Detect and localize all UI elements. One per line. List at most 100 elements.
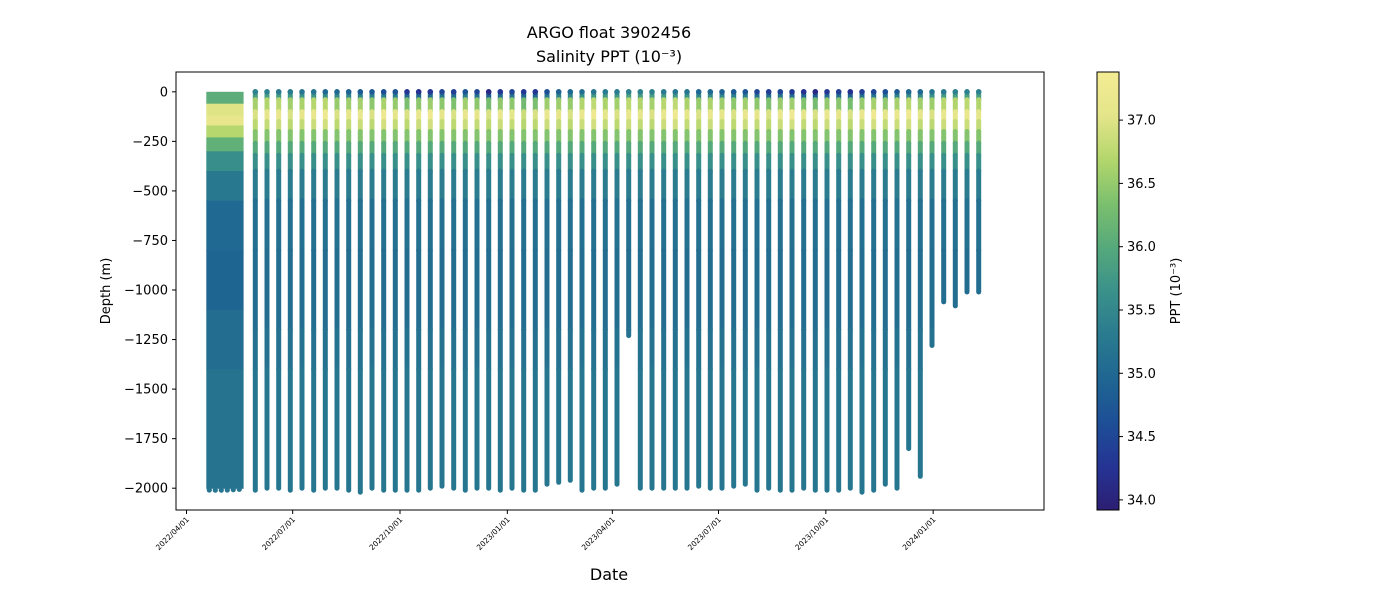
profile (882, 89, 889, 487)
profile (777, 89, 784, 493)
dense-profile-segment (206, 200, 244, 251)
profile (544, 89, 550, 487)
colorbar-tick-label: 35.5 (1127, 303, 1156, 318)
dense-profile-segment (206, 369, 244, 489)
x-tick-label: 2023/01/01 (475, 515, 512, 552)
dense-profile-segment (206, 151, 244, 172)
dense-profile-segment (206, 137, 244, 152)
profile-surface-point (964, 89, 970, 95)
y-tick-label: −2000 (124, 482, 168, 497)
profile-surface-point (485, 89, 492, 95)
x-tick-label: 2024/01/01 (901, 515, 938, 552)
profile (462, 89, 469, 493)
profile-surface-point (637, 89, 644, 95)
profile-surface-point (789, 89, 795, 95)
profile (800, 89, 807, 491)
profile (345, 89, 352, 493)
profile-surface-point (952, 89, 959, 95)
dense-profile-segment (206, 250, 244, 311)
profile-surface-point (299, 89, 305, 95)
profile-surface-point (824, 89, 830, 95)
profile-surface-point (614, 89, 620, 95)
y-tick-label: −500 (132, 184, 168, 199)
profile-surface-point (310, 89, 317, 95)
dense-profile-bottom-point (230, 487, 236, 493)
profile-surface-point (975, 89, 982, 95)
profile (964, 89, 970, 295)
profile-surface-point (520, 89, 527, 95)
profile-surface-point (392, 89, 399, 95)
profile-surface-point (532, 89, 539, 95)
profile-surface-point (415, 89, 422, 95)
dense-profile-bottom-point (224, 487, 230, 493)
profile-surface-point (882, 89, 889, 95)
profile (275, 89, 282, 491)
profile (742, 89, 749, 487)
colorbar (1096, 71, 1120, 511)
profile-surface-point (684, 89, 690, 95)
profile-surface-point (754, 89, 760, 95)
y-tick-label: −750 (132, 234, 168, 249)
profile-surface-point (345, 89, 352, 95)
profile (392, 89, 399, 493)
colorbar-tick-label: 36.5 (1127, 177, 1156, 192)
profile (952, 89, 959, 309)
profile-surface-point (252, 89, 259, 95)
profile (824, 89, 830, 493)
y-tick-label: 0 (160, 85, 168, 100)
profile-surface-point (555, 89, 562, 95)
profile-surface-point (590, 89, 597, 95)
profile-surface-point (742, 89, 749, 95)
profile-surface-point (544, 89, 550, 95)
profile-surface-point (497, 89, 504, 95)
profile-surface-point (859, 89, 865, 95)
y-tick-label: −1500 (124, 383, 168, 398)
dense-profile-bottom-point (212, 487, 218, 493)
profile-surface-point (450, 89, 457, 95)
profile (579, 89, 585, 493)
profile (637, 89, 644, 491)
x-axis: 2022/04/01 2022/07/01 2022/10/01 2023/01/01… (154, 510, 938, 552)
profile (532, 89, 539, 493)
colorbar-axis: 34.0 34.5 35.0 35.5 36.0 36.5 37.0 (1119, 114, 1156, 508)
profile (590, 89, 597, 491)
y-tick-label: −1250 (124, 333, 168, 348)
profile (940, 89, 947, 305)
profile-surface-point (847, 89, 854, 95)
dense-profile-segment (206, 91, 244, 105)
profile (369, 89, 375, 491)
profile (299, 89, 305, 491)
profile-surface-point (462, 89, 469, 95)
profile-surface-point (579, 89, 585, 95)
profile (357, 89, 364, 495)
chart-title: ARGO float 3902456 (527, 23, 691, 42)
dense-profile-bottom-point (218, 487, 224, 493)
profile (870, 89, 877, 493)
profile (485, 89, 492, 491)
x-tick-label: 2022/07/01 (260, 515, 297, 552)
profile-surface-point (404, 89, 410, 95)
colorbar-tick-label: 37.0 (1127, 114, 1156, 129)
dense-profile-band (206, 91, 244, 493)
dense-profile-bottom-point (236, 486, 242, 492)
x-tick-label: 2022/10/01 (367, 515, 404, 552)
x-tick-label: 2022/04/01 (154, 515, 191, 552)
profile (450, 89, 457, 491)
plot-area (206, 89, 982, 495)
profile (264, 89, 270, 491)
profile-surface-point (264, 89, 270, 95)
profile (439, 89, 445, 489)
profile-surface-point (509, 89, 515, 95)
dense-profile-segment (206, 125, 244, 138)
profile (520, 89, 527, 493)
chart-subtitle: Salinity PPT (10⁻³) (536, 47, 682, 66)
profile-surface-point (730, 89, 737, 95)
profile (847, 89, 854, 491)
profile (427, 89, 434, 491)
profile (730, 89, 737, 489)
profile (334, 89, 340, 491)
dense-profile-segment (206, 309, 244, 370)
profile (555, 89, 562, 485)
profile-surface-point (334, 89, 340, 95)
profile-surface-point (357, 89, 364, 95)
